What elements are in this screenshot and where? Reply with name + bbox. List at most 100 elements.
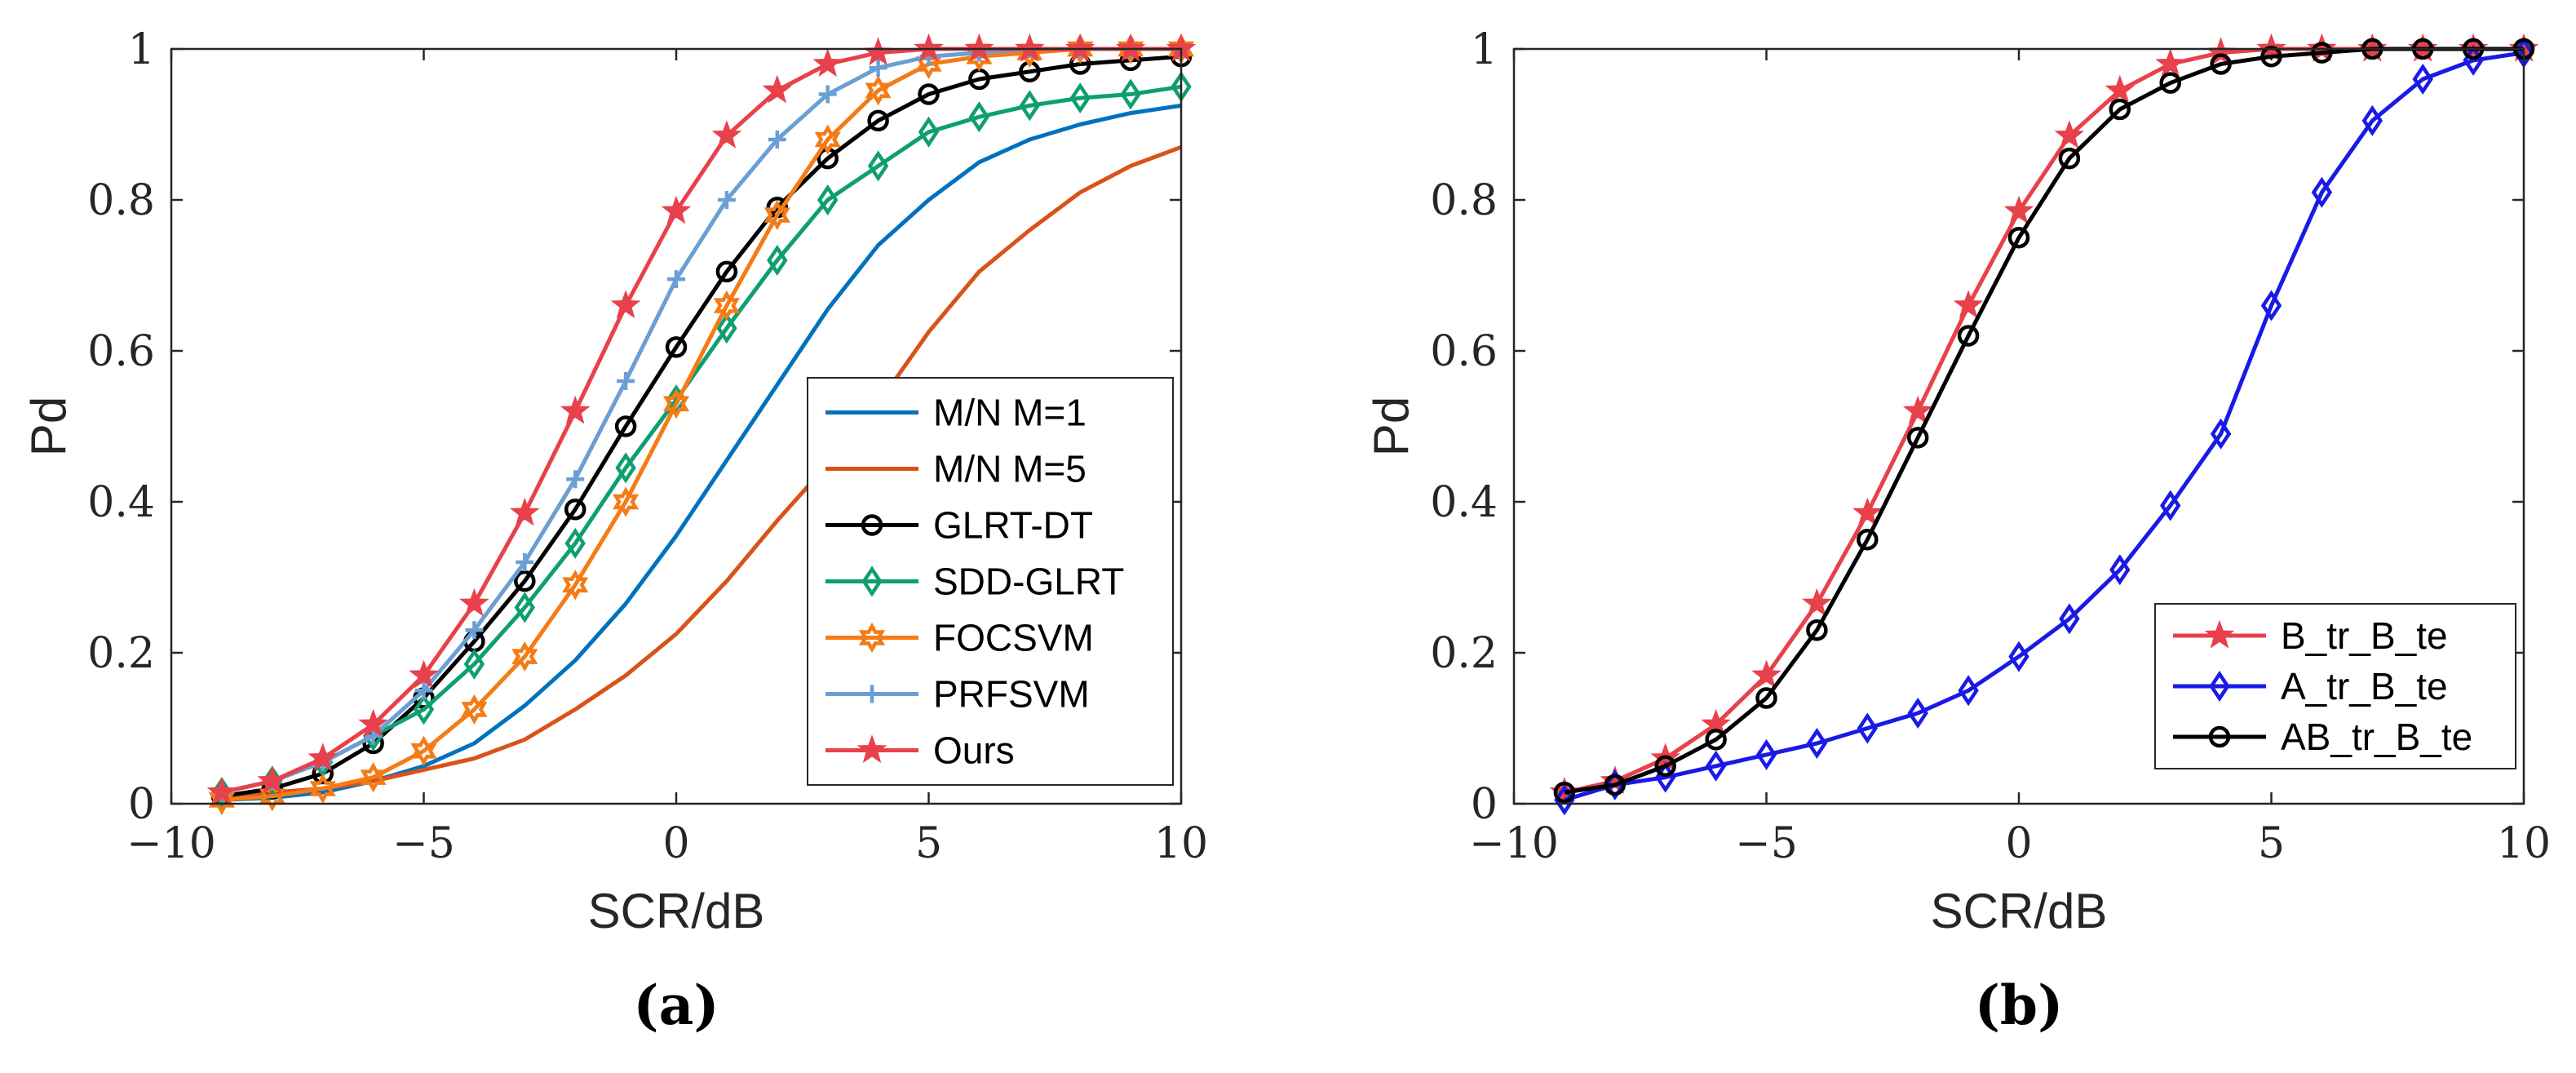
legend-entry-label: GLRT-DT <box>933 504 1093 547</box>
data-point <box>562 570 589 601</box>
y-tick-label: 1 <box>1471 25 1498 74</box>
data-point <box>2105 74 2136 104</box>
data-point <box>1802 587 1832 617</box>
data-point <box>2007 227 2030 249</box>
data-point <box>463 648 485 680</box>
data-point <box>1115 33 1146 62</box>
data-point <box>2311 42 2333 64</box>
data-point <box>1553 781 1576 804</box>
data-point <box>257 765 288 794</box>
panel-label: (a) <box>633 973 719 1037</box>
legend: B_tr_B_te A_tr_B_te AB_tr_B_te <box>2154 603 2516 769</box>
data-point <box>1755 687 1777 709</box>
series-ours <box>206 33 1197 805</box>
data-point <box>812 48 843 78</box>
x-axis-label: SCR/dB <box>588 884 765 938</box>
data-point <box>2109 554 2131 586</box>
y-tick-label: 0.2 <box>87 629 155 678</box>
data-point <box>762 74 793 104</box>
data-point <box>510 497 540 526</box>
y-tick-label: 0 <box>1471 780 1498 829</box>
data-point <box>2210 53 2232 75</box>
legend-entry-label: AB_tr_B_te <box>2281 716 2472 758</box>
data-point <box>2008 641 2029 672</box>
data-point <box>2311 176 2333 208</box>
data-point <box>1755 738 1777 770</box>
data-point <box>617 372 635 390</box>
data-point <box>1554 784 1575 816</box>
data-point <box>2361 104 2383 136</box>
data-point <box>1120 78 1141 110</box>
data-point <box>716 313 737 344</box>
data-point <box>1705 750 1727 782</box>
data-point <box>615 452 636 484</box>
y-axis-label: Pd <box>1364 397 1419 456</box>
legend: M/N M=1 M/N M=5 GLRT-DT SDD-GLRT FOCSVM PRFSV… <box>807 377 1174 786</box>
data-point <box>662 388 690 419</box>
data-point <box>413 694 435 725</box>
data-point <box>358 708 388 738</box>
data-point <box>711 120 742 149</box>
legend-entry-label: A_tr_B_te <box>2281 665 2448 707</box>
y-tick-label: 0.4 <box>1430 478 1498 527</box>
data-point <box>1857 712 1879 744</box>
data-point <box>814 124 841 155</box>
data-point <box>715 260 738 283</box>
legend-entry-label: Ours <box>933 729 1015 772</box>
legend-entry-label: SDD-GLRT <box>933 561 1124 603</box>
data-point <box>564 527 586 559</box>
data-point <box>2260 46 2282 68</box>
x-tick-label: −5 <box>392 819 455 868</box>
data-point <box>1957 325 1980 347</box>
data-point <box>1953 290 1984 319</box>
legend-marker <box>856 734 887 764</box>
data-point <box>2155 48 2185 78</box>
legend-entry-label: FOCSVM <box>933 617 1094 659</box>
legend-marker <box>2209 670 2230 703</box>
legend-marker <box>861 565 883 597</box>
data-point <box>2109 98 2131 121</box>
series-a-tr-b-te <box>1554 37 2534 816</box>
panel-label: (b) <box>1975 973 2064 1037</box>
x-tick-label: 10 <box>2497 819 2551 868</box>
legend-entry-label: B_tr_B_te <box>2281 614 2448 657</box>
data-point <box>665 336 688 358</box>
data-point <box>1118 33 1144 64</box>
data-point <box>1806 619 1828 641</box>
data-point <box>2058 147 2081 170</box>
y-tick-label: 0 <box>128 780 155 829</box>
data-point <box>410 735 437 766</box>
data-point <box>459 587 489 617</box>
x-tick-label: −10 <box>126 819 216 868</box>
data-point <box>2210 418 2232 450</box>
data-point <box>1064 33 1095 62</box>
data-point <box>259 781 285 812</box>
data-point <box>918 83 940 105</box>
x-tick-label: 0 <box>662 819 689 868</box>
data-point <box>768 131 786 149</box>
axes-box <box>170 47 1183 805</box>
data-point <box>1067 33 1094 64</box>
data-point <box>914 33 944 62</box>
data-point <box>767 244 788 277</box>
data-point <box>2003 195 2034 224</box>
data-point <box>764 199 790 231</box>
data-point <box>1751 659 1782 689</box>
legend-entry-label: M/N M=5 <box>933 448 1087 490</box>
data-point <box>208 784 235 815</box>
data-point <box>1906 427 1929 449</box>
data-point <box>516 553 534 571</box>
x-tick-label: 5 <box>2258 819 2285 868</box>
data-point <box>564 499 586 521</box>
y-tick-label: 0.8 <box>1430 176 1498 225</box>
data-point <box>2159 72 2181 94</box>
data-point <box>713 290 740 321</box>
y-tick-label: 0.8 <box>87 176 155 225</box>
data-point <box>1705 729 1727 751</box>
data-point <box>1806 727 1828 760</box>
x-tick-label: 10 <box>1154 819 1208 868</box>
data-point <box>414 681 433 700</box>
y-tick-label: 0.6 <box>87 327 155 376</box>
